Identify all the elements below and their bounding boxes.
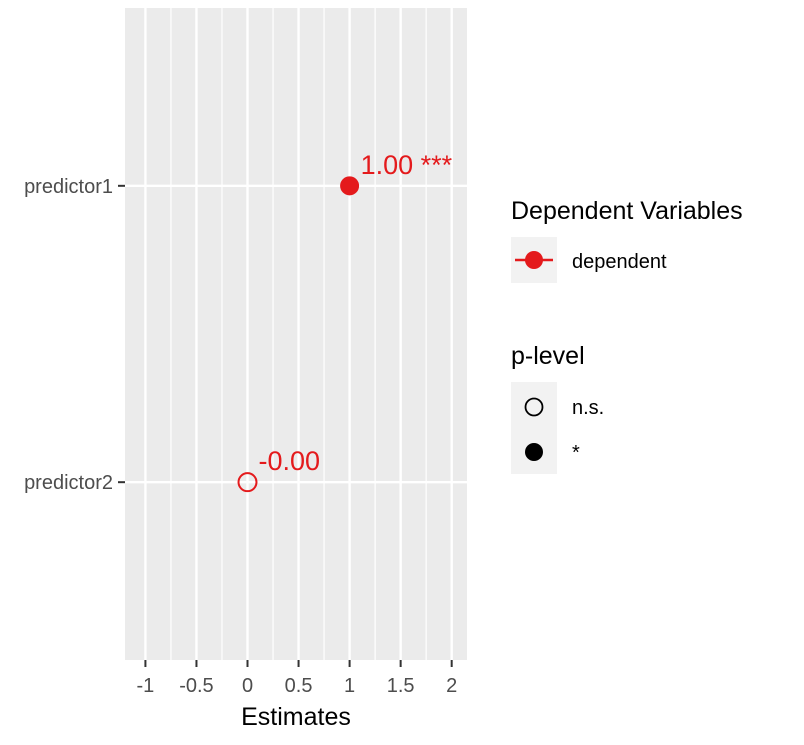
x-tick-label: 2 [446,675,457,697]
legend-title-dependent: Dependent Variables [511,197,743,225]
legend-item-dependent: dependent [572,251,667,273]
legend-key-marker [525,251,543,269]
x-tick-label: 1 [344,675,355,697]
major-gridlines [125,8,467,660]
legend-dependent-variables: Dependent Variables dependent [511,197,743,283]
legend-title-p-level: p-level [511,342,585,370]
legend-item-star: * [572,442,580,464]
data-label: 1.00 *** [361,150,453,180]
y-axis: predictor1 predictor2 [24,176,125,494]
legend-key-filled-circle [525,443,543,461]
x-tick-label: 1.5 [387,675,415,697]
data-label: -0.00 [259,446,321,476]
y-tick-label: predictor2 [24,472,113,494]
data-points: 1.00 *** -0.00 [237,150,453,493]
y-tick-label: predictor1 [24,176,113,198]
x-tick-label: 0 [242,675,253,697]
legend-key-open-circle [524,397,544,417]
x-axis-title: Estimates [241,703,351,731]
minor-gridlines [170,8,427,660]
x-tick-label: 0.5 [285,675,313,697]
legend-p-level: p-level n.s. * [511,342,604,474]
x-tick-label: -0.5 [179,675,213,697]
x-tick-label: -1 [137,675,155,697]
plot-panel [125,8,467,660]
data-point [340,176,360,196]
data-point [237,472,258,493]
x-axis: -1 -0.5 0 0.5 1 1.5 2 [137,660,457,697]
legend-item-ns: n.s. [572,397,604,419]
